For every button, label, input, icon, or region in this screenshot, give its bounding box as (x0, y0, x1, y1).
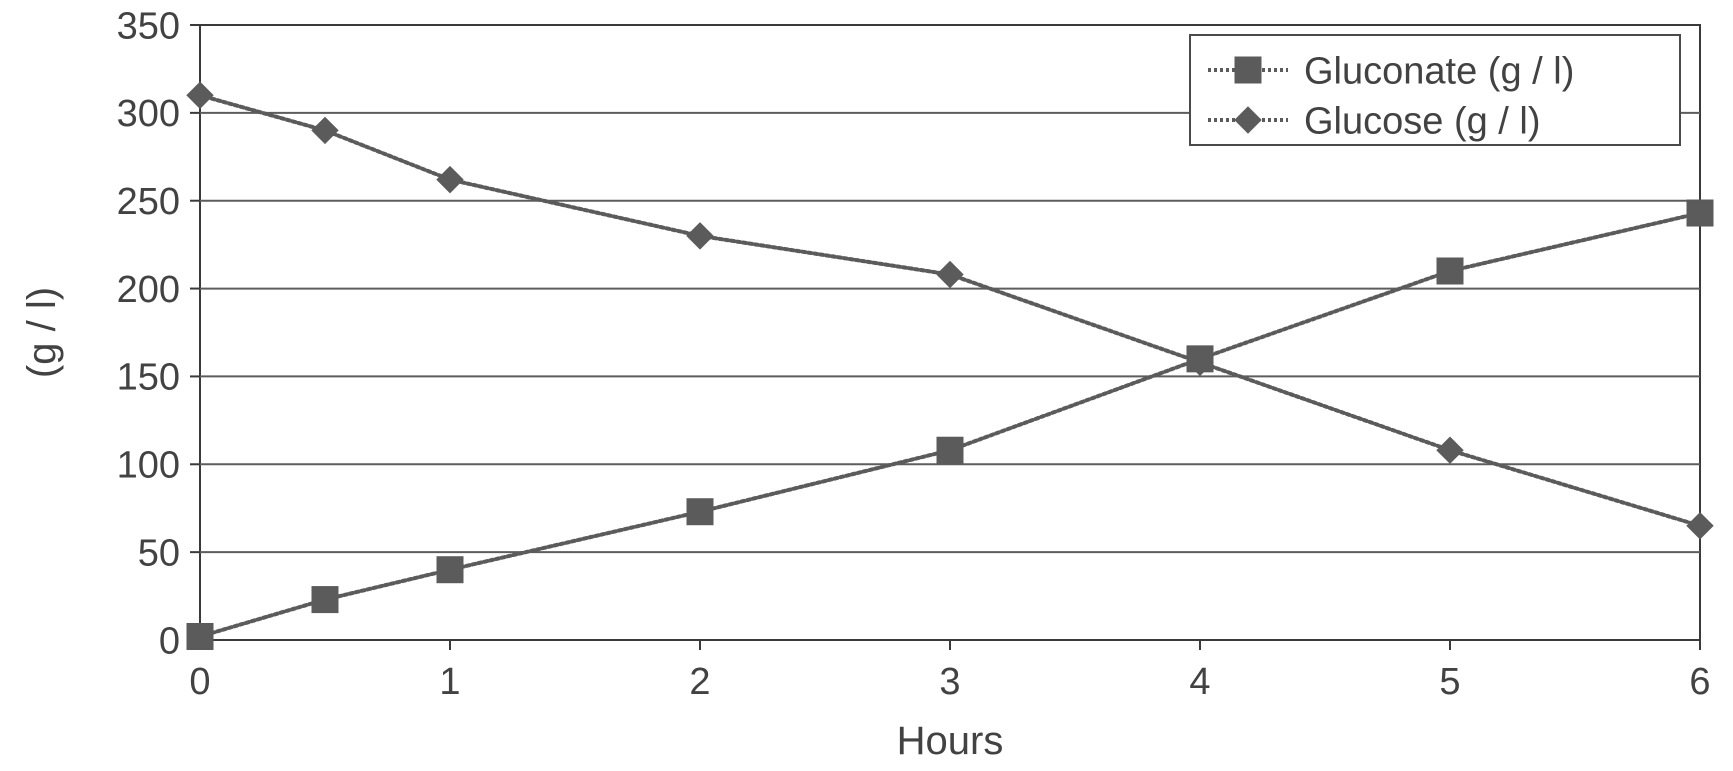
tick-label-y: 200 (117, 269, 180, 311)
tick-label-x: 1 (439, 661, 460, 703)
legend-label-1: Glucose (g / l) (1304, 100, 1541, 142)
tick-label-x: 6 (1689, 661, 1710, 703)
tick-label-y: 100 (117, 445, 180, 487)
legend-label-0: Gluconate (g / l) (1304, 50, 1574, 92)
line-chart: 0 1 2 3 4 5 6 0 50 100 150 200 250 300 350 Hours (g / l)… (0, 0, 1733, 771)
tick-label-x: 0 (189, 661, 210, 703)
series-marker-0 (312, 587, 338, 613)
series-marker-0 (1687, 200, 1713, 226)
tick-label-y: 300 (117, 93, 180, 135)
legend: Gluconate (g / l) Glucose (g / l) (1190, 35, 1680, 145)
y-axis-label: (g / l) (20, 287, 64, 378)
tick-label-y: 350 (117, 5, 180, 47)
series-marker-0 (1437, 258, 1463, 284)
tick-label-y: 50 (138, 532, 180, 574)
tick-label-y: 250 (117, 181, 180, 223)
chart-container: 0 1 2 3 4 5 6 0 50 100 150 200 250 300 350 Hours (g / l)… (0, 0, 1733, 771)
tick-label-x: 4 (1189, 661, 1210, 703)
series-marker-0 (437, 557, 463, 583)
series-marker-0 (937, 437, 963, 463)
x-axis-label: Hours (897, 719, 1004, 763)
tick-label-x: 3 (939, 661, 960, 703)
tick-label-x: 5 (1439, 661, 1460, 703)
series-marker-0 (687, 499, 713, 525)
tick-label-y: 0 (159, 620, 180, 662)
tick-label-x: 2 (689, 661, 710, 703)
legend-sample-marker-0 (1235, 57, 1261, 83)
series-marker-0 (187, 623, 213, 649)
tick-label-y: 150 (117, 357, 180, 399)
